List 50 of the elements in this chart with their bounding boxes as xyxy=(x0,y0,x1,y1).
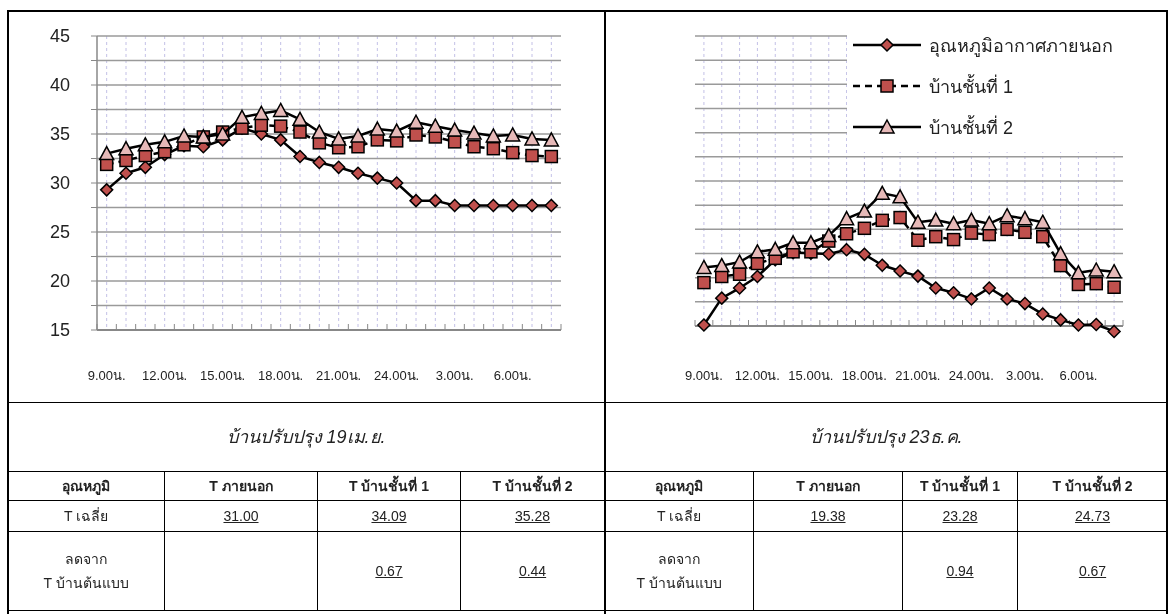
text: T บ้านชั้นที่ 1 xyxy=(317,471,461,501)
x-tick-label: 3.00น. xyxy=(435,368,474,383)
y-tick-label: 40 xyxy=(49,75,70,95)
text: T บ้านชั้นที่ 2 xyxy=(1017,471,1168,501)
x-tick-label: 9.00น. xyxy=(684,368,723,383)
text: 31.00 xyxy=(164,500,318,532)
x-tick-label: 12.00น. xyxy=(142,368,188,383)
text: อุณหภูมิ xyxy=(7,471,165,501)
y-tick-label: 35 xyxy=(49,124,70,144)
y-tick-label: 15 xyxy=(49,320,70,340)
x-tick-label: 6.00น. xyxy=(1059,368,1098,383)
x-tick-label: 21.00น. xyxy=(895,368,941,383)
text: 19.38 xyxy=(753,500,903,532)
x-tick-label: 6.00น. xyxy=(493,368,532,383)
legend-label: บ้านชั้นที่ 1 xyxy=(929,74,1014,97)
x-tick-label: 3.00น. xyxy=(1005,368,1044,383)
text: T ภายนอก xyxy=(753,471,903,501)
x-tick-label: 18.00น. xyxy=(258,368,304,383)
text: 0.94 xyxy=(902,531,1018,611)
x-tick-label: 15.00น. xyxy=(788,368,834,383)
text: T บ้านชั้นที่ 1 xyxy=(902,471,1018,501)
x-tick-label: 9.00น. xyxy=(87,368,126,383)
text: 34.09 xyxy=(317,500,461,532)
text: T บ้านชั้นที่ 2 xyxy=(460,471,605,501)
text: 24.73 xyxy=(1017,500,1168,532)
text: 0.67 xyxy=(317,531,461,611)
legend-label: บ้านชั้นที่ 2 xyxy=(929,115,1014,138)
x-tick-label: 24.00น. xyxy=(374,368,420,383)
text: บ้านปรับปรุง 19เม.ย. xyxy=(7,402,605,472)
text: บ้านปรับปรุง 23ธ.ค. xyxy=(604,402,1168,472)
text: T เฉลี่ย xyxy=(7,500,165,532)
text: 0.67 xyxy=(1017,531,1168,611)
y-tick-label: 20 xyxy=(49,271,70,291)
text: 23.28 xyxy=(902,500,1018,532)
text: T ภายนอก xyxy=(164,471,318,501)
x-tick-label: 24.00น. xyxy=(948,368,994,383)
x-tick-label: 18.00น. xyxy=(841,368,887,383)
x-tick-label: 15.00น. xyxy=(200,368,246,383)
x-tick-label: 12.00น. xyxy=(734,368,780,383)
legend-label: อุณหภูมิอากาศภายนอก xyxy=(929,36,1113,57)
text: อุณหภูมิ xyxy=(604,471,754,501)
x-tick-label: 21.00น. xyxy=(316,368,362,383)
y-tick-label: 25 xyxy=(49,222,70,242)
text: 0.44 xyxy=(460,531,605,611)
y-tick-label: 45 xyxy=(49,26,70,46)
text: T เฉลี่ย xyxy=(604,500,754,532)
text: ลดจาก T บ้านต้นแบบ xyxy=(7,531,165,611)
y-tick-label: 30 xyxy=(49,173,70,193)
text: 35.28 xyxy=(460,500,605,532)
text: ลดจาก T บ้านต้นแบบ xyxy=(604,531,754,611)
